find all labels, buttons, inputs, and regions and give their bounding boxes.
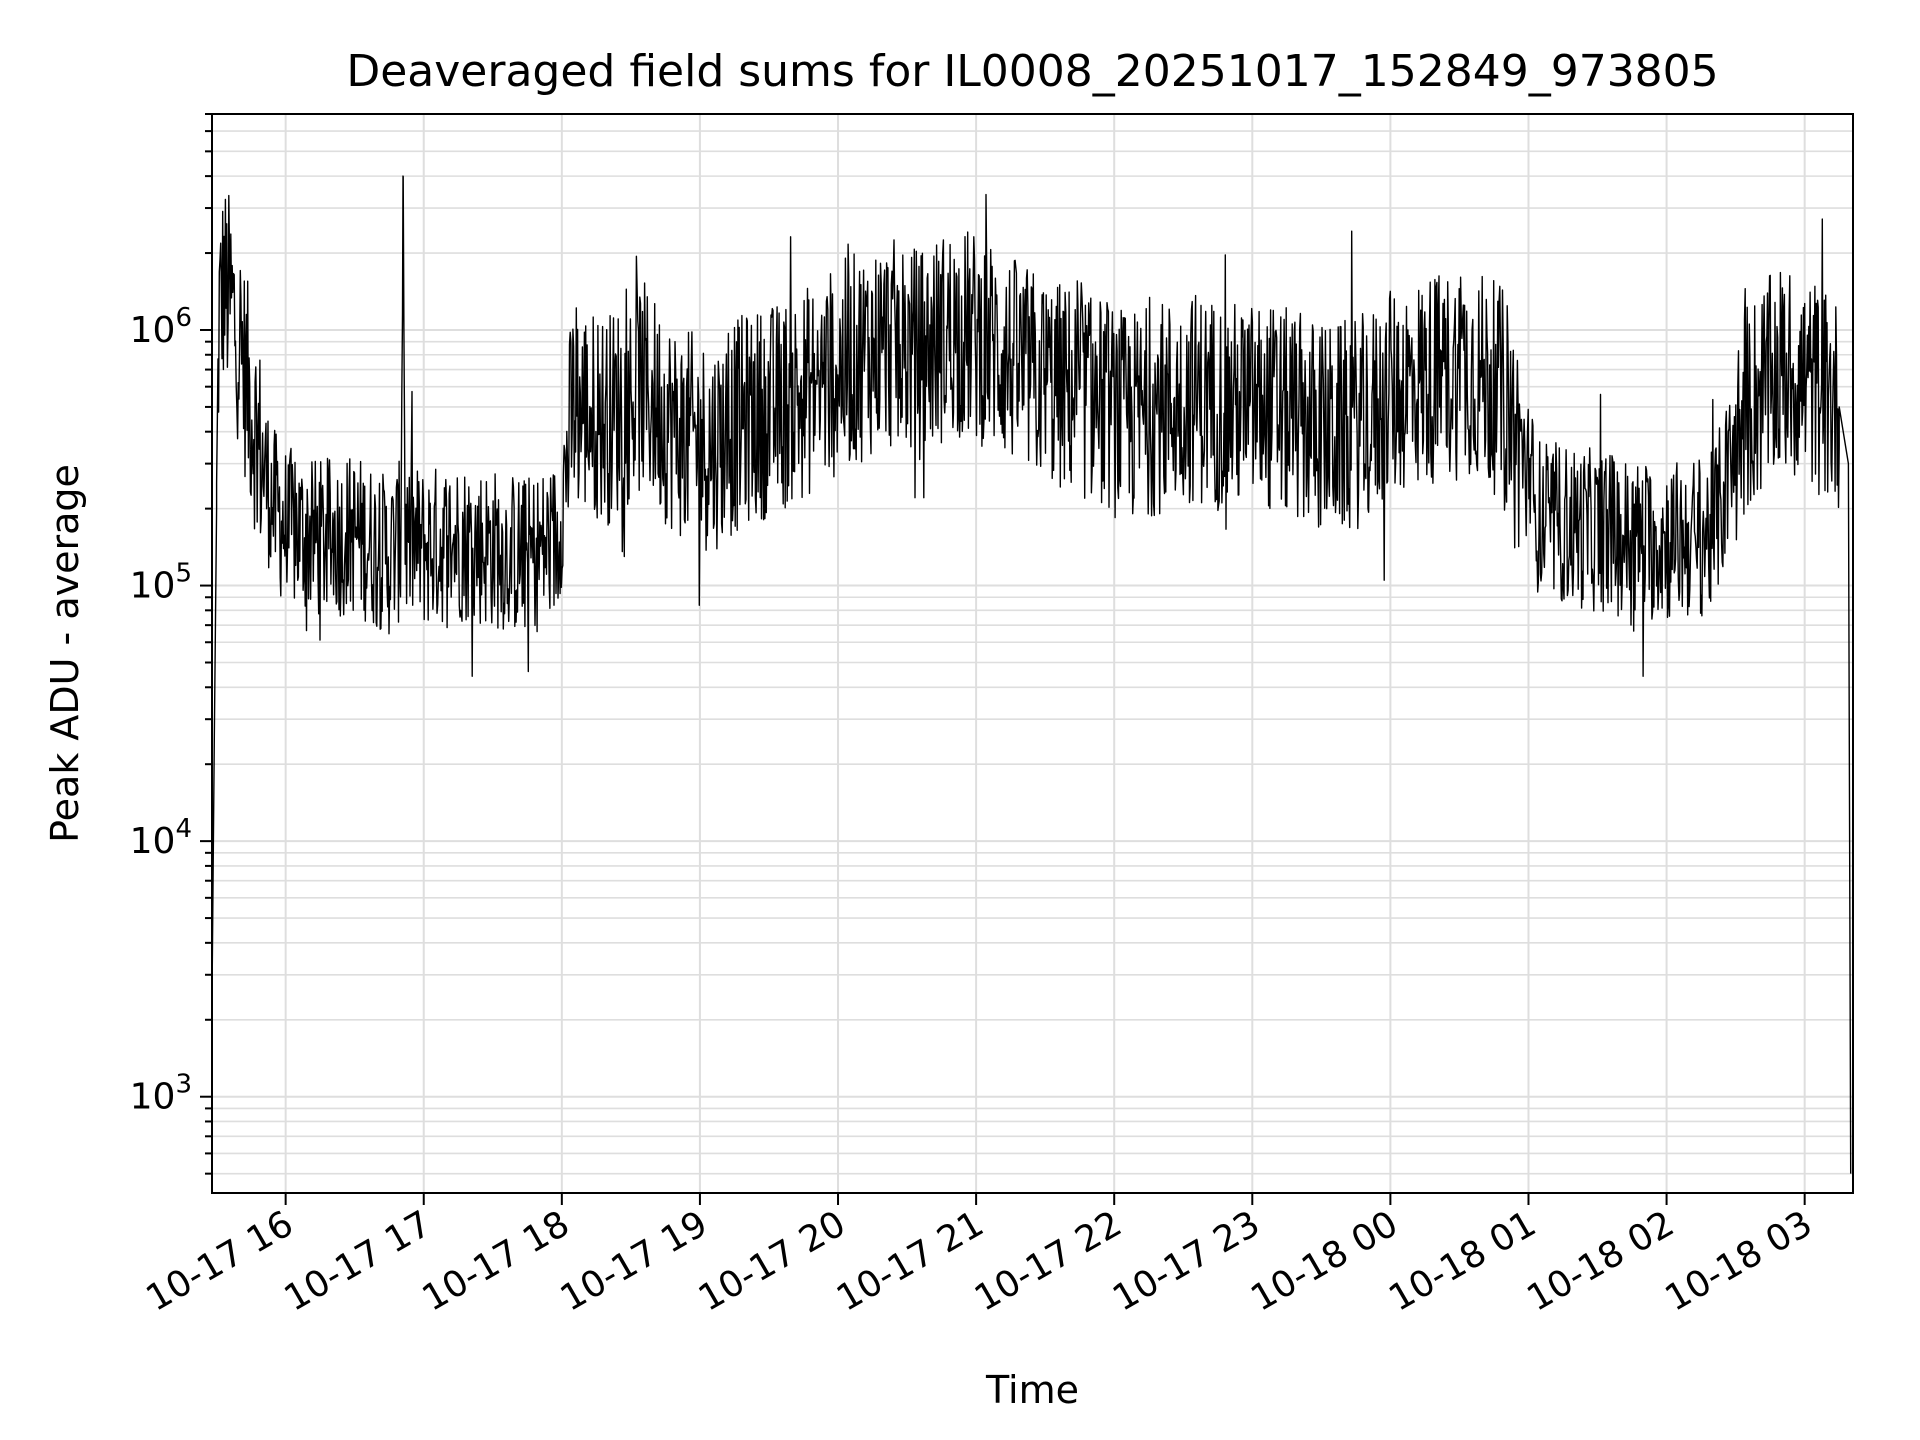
y-tick-label: 103 <box>130 1070 192 1118</box>
y-tick-label: 104 <box>130 814 192 862</box>
y-axis-ticks: 103 104 105 106 <box>130 113 212 1175</box>
y-axis-label: Peak ADU - average <box>43 464 87 843</box>
plot-frame <box>211 113 1854 1194</box>
chart-title: Deaveraged field sums for IL0008_2025101… <box>346 46 1718 97</box>
series-line <box>211 175 1852 1174</box>
x-axis-label: Time <box>985 1368 1079 1412</box>
y-tick-label: 106 <box>130 303 192 351</box>
grid <box>212 113 1853 1193</box>
series-group <box>211 175 1852 1174</box>
y-tick-label: 105 <box>130 559 192 607</box>
